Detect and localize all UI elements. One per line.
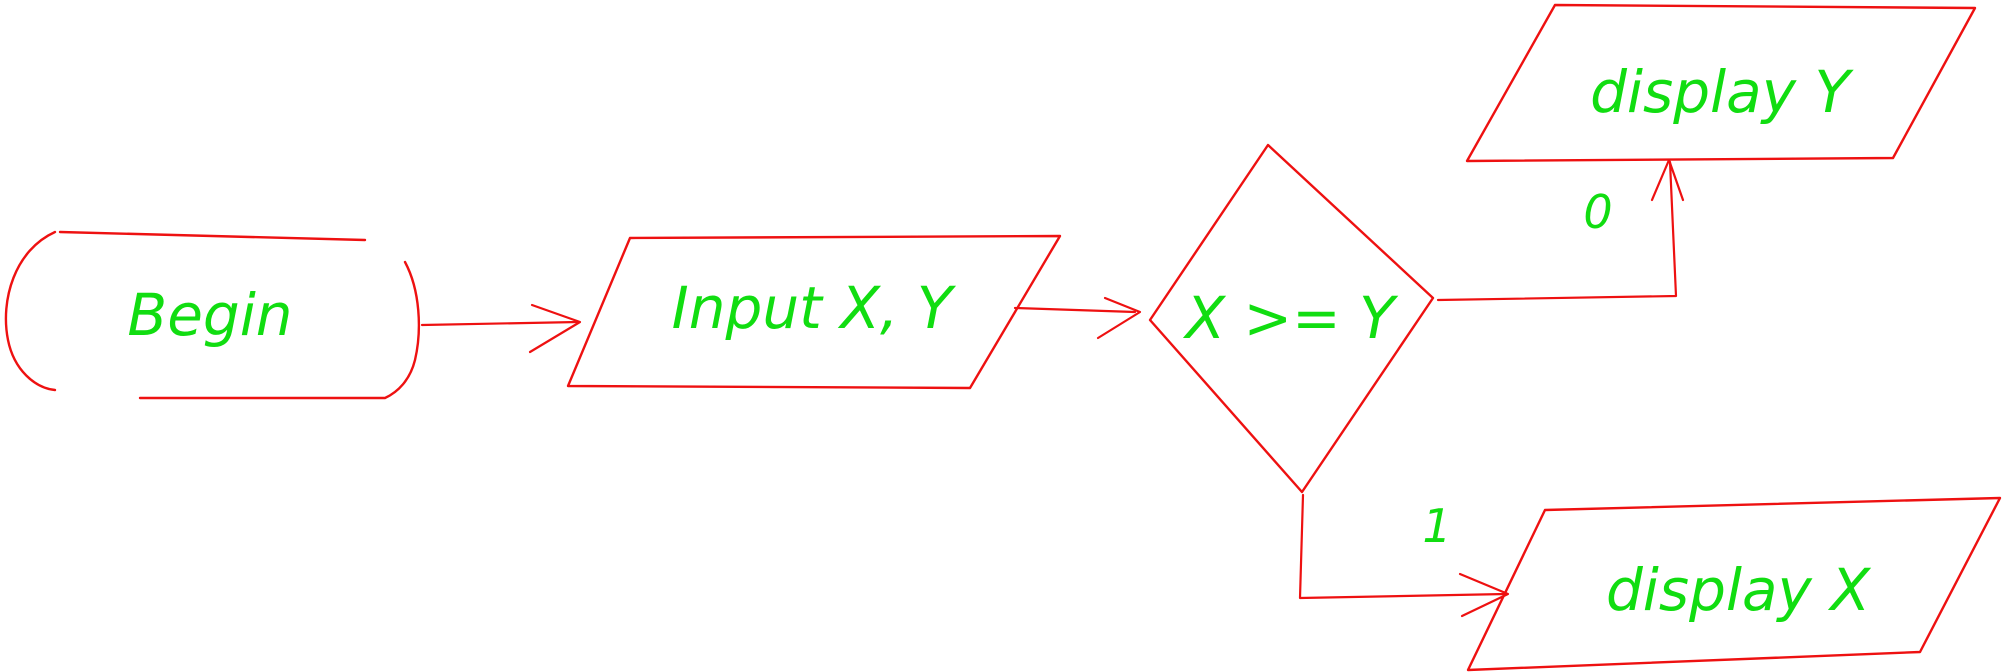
edge-decision-display-x-line — [1298, 493, 1508, 600]
begin-label: Begin — [127, 281, 292, 349]
edge-input-decision-line — [1013, 306, 1137, 314]
display-x-node: display X — [1466, 496, 2002, 672]
begin-node: Begin — [4, 230, 421, 400]
edge-decision-display-x-arrowhead — [1458, 572, 1510, 618]
edge-begin-input-arrowhead — [528, 303, 582, 354]
input-node: Input X, Y — [566, 234, 1062, 390]
edge-begin-input — [420, 303, 582, 354]
input-shape — [566, 234, 1062, 390]
begin-shape — [4, 230, 421, 400]
display-x-shape — [1466, 496, 2002, 672]
edge-label-0: 0 — [1583, 185, 1612, 239]
display-y-shape — [1465, 3, 1977, 163]
display-x-label: display X — [1606, 556, 1871, 624]
input-label: Input X, Y — [672, 274, 957, 342]
display-y-node: display Y — [1465, 3, 1977, 163]
edge-decision-display-y: 0 — [1436, 158, 1685, 302]
decision-node: X >= Y — [1148, 143, 1435, 494]
edge-begin-input-line — [420, 320, 580, 327]
edge-label-1: 1 — [1422, 499, 1451, 553]
edge-input-decision-arrowhead — [1096, 296, 1142, 340]
edge-decision-display-y-arrowhead — [1650, 158, 1685, 202]
decision-label: X >= Y — [1182, 284, 1399, 352]
display-y-label: display Y — [1590, 58, 1854, 126]
edge-decision-display-y-line — [1436, 160, 1678, 302]
edge-input-decision — [1013, 296, 1142, 340]
decision-shape — [1148, 143, 1435, 494]
edge-decision-display-x: 1 — [1298, 493, 1510, 618]
